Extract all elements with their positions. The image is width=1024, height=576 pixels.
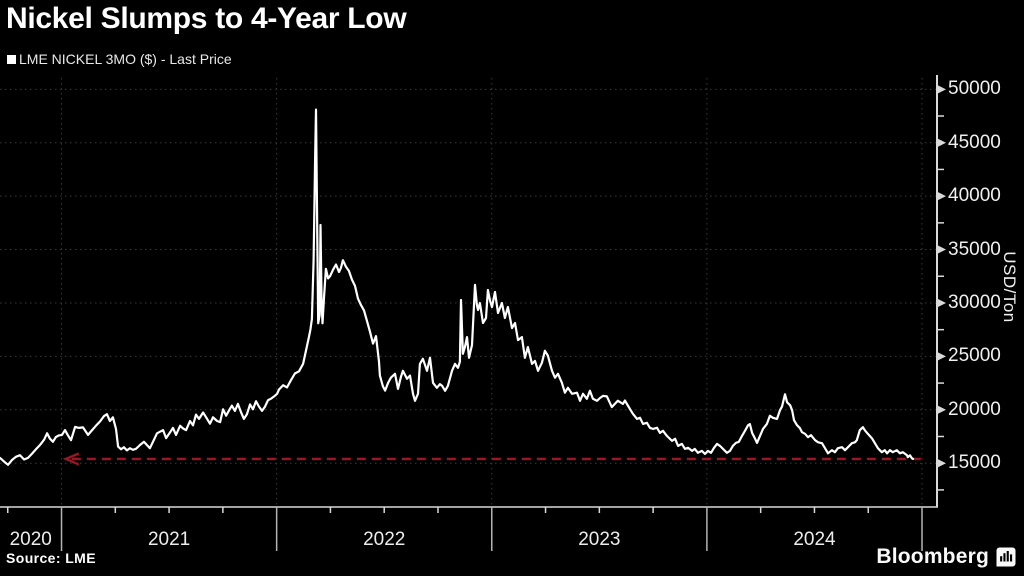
bloomberg-bug-icon (996, 547, 1016, 567)
legend-label: LME NICKEL 3MO ($) - Last Price (19, 51, 232, 67)
y-major-tick (938, 459, 946, 468)
page-title: Nickel Slumps to 4-Year Low (6, 2, 407, 35)
reference-arrow (62, 452, 80, 466)
legend-square-icon (7, 54, 16, 64)
y-axis-title: USD/Ton (1000, 251, 1019, 323)
y-major-tick (938, 245, 946, 254)
y-major-tick (938, 192, 946, 201)
y-major-tick (938, 405, 946, 414)
y-major-tick (938, 352, 946, 361)
y-major-tick (938, 298, 946, 307)
legend: LME NICKEL 3MO ($) - Last Price (7, 51, 232, 67)
bloomberg-wordmark: Bloomberg (876, 545, 989, 568)
y-major-tick (938, 85, 946, 94)
bloomberg-logo: Bloomberg (876, 545, 1016, 569)
series-line (0, 108, 915, 466)
y-major-tick (938, 138, 946, 147)
source-label: Source: LME (6, 550, 96, 566)
